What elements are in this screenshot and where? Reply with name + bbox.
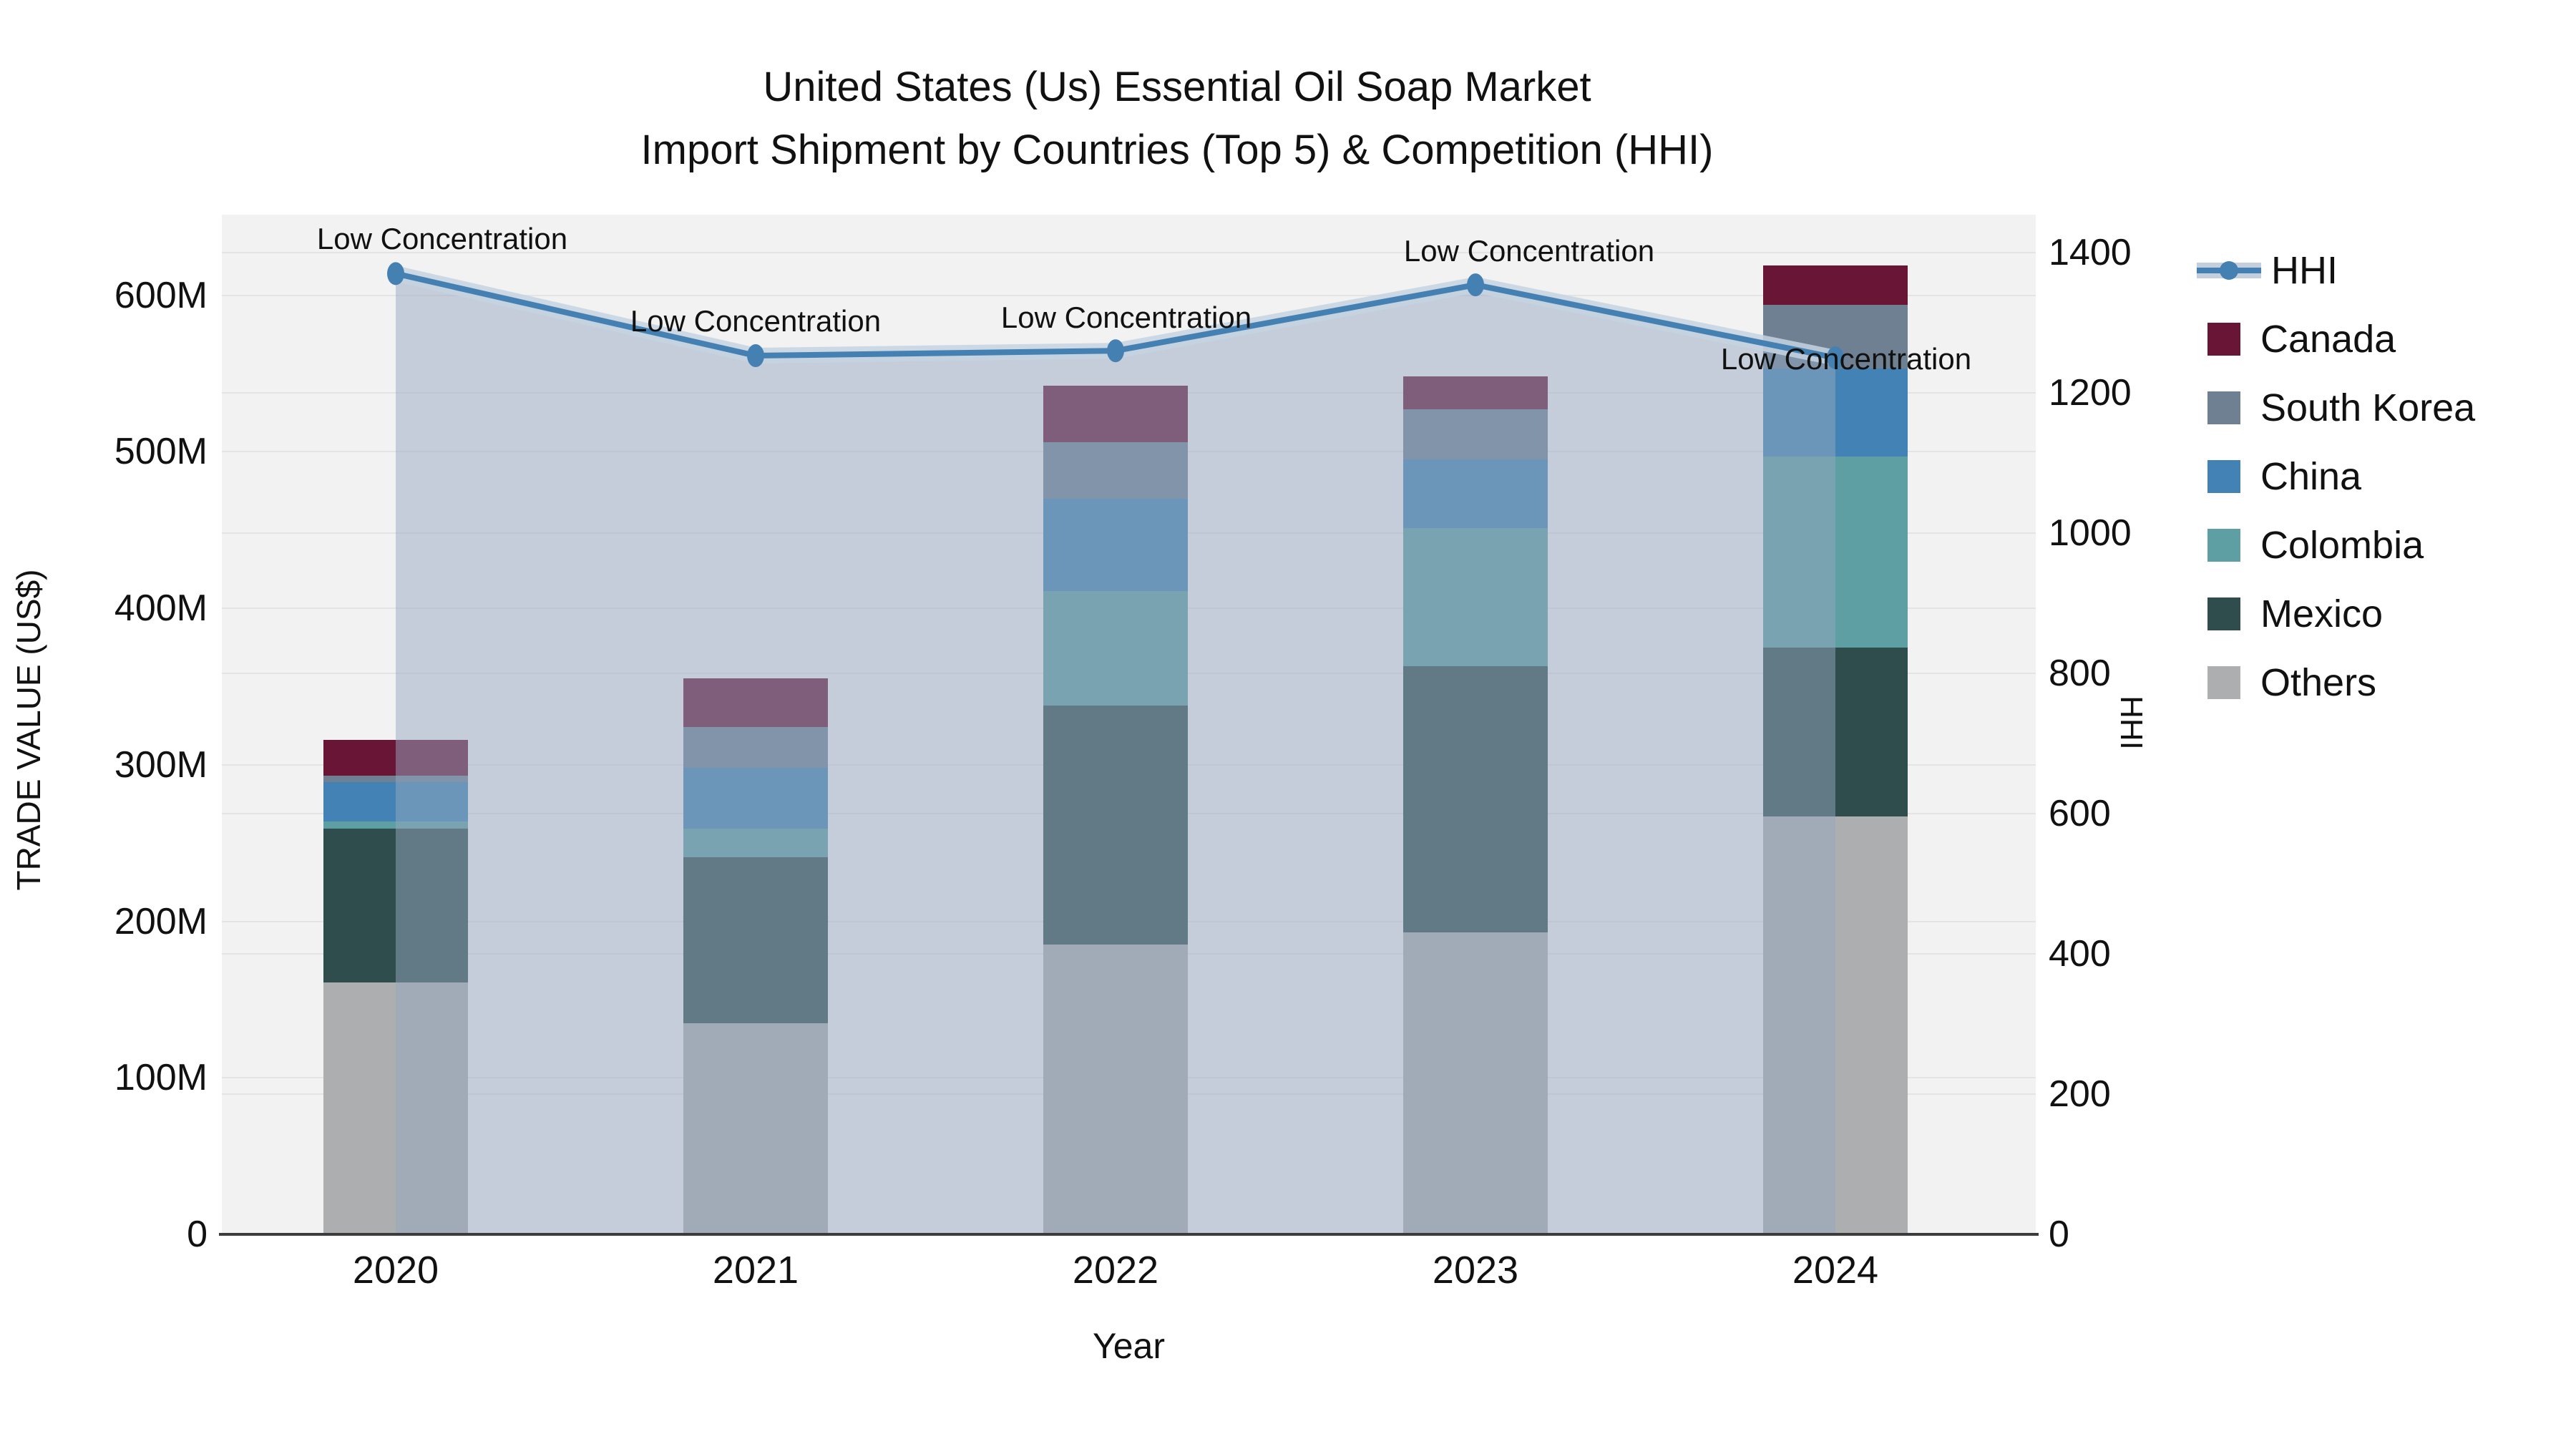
legend-item-canada: Canada xyxy=(2207,305,2572,374)
legend-swatch-colombia xyxy=(2207,529,2240,562)
legend-label: Canada xyxy=(2260,318,2396,361)
bar-segment-south-korea-2021 xyxy=(683,727,828,769)
bar-segment-others-2023 xyxy=(1403,932,1548,1234)
bar-segment-mexico-2024 xyxy=(1763,647,1908,816)
annotation-2022: Low Concentration xyxy=(1000,301,1252,335)
right-tick-800: 800 xyxy=(2049,653,2111,694)
bar-segment-others-2020 xyxy=(323,982,468,1234)
bar-segment-mexico-2022 xyxy=(1043,705,1188,945)
bar-segment-canada-2024 xyxy=(1763,265,1908,305)
left-axis-title: TRADE VALUE (US$) xyxy=(10,569,47,891)
bar-segment-south-korea-2020 xyxy=(323,776,468,782)
left-tick-100M: 100M xyxy=(114,1057,208,1099)
legend-item-china: China xyxy=(2207,442,2572,511)
legend-label: Mexico xyxy=(2260,592,2384,635)
legend-item-others: Others xyxy=(2207,648,2572,717)
annotation-2020: Low Concentration xyxy=(316,222,568,256)
bar-segment-canada-2023 xyxy=(1403,376,1548,410)
bar-segment-colombia-2020 xyxy=(323,821,468,829)
annotation-2024: Low Concentration xyxy=(1720,342,1972,376)
bar-segment-china-2022 xyxy=(1043,498,1188,591)
left-tick-200M: 200M xyxy=(114,900,208,942)
bar-segment-mexico-2021 xyxy=(683,857,828,1023)
legend-item-mexico: Mexico xyxy=(2207,580,2572,648)
legend-item-colombia: Colombia xyxy=(2207,511,2572,580)
right-tick-1200: 1200 xyxy=(2049,372,2132,414)
right-tick-1000: 1000 xyxy=(2049,512,2132,554)
x-axis-title: Year xyxy=(1092,1326,1166,1366)
bar-segment-china-2020 xyxy=(323,781,468,821)
legend-swatch-china xyxy=(2207,460,2240,493)
x-tick-2022: 2022 xyxy=(1072,1249,1159,1292)
chart-title-line1: United States (Us) Essential Oil Soap Ma… xyxy=(763,64,1591,110)
annotation-2023: Low Concentration xyxy=(1403,234,1655,268)
right-tick-1400: 1400 xyxy=(2049,232,2132,273)
x-axis-line xyxy=(219,1233,2039,1236)
left-tick-400M: 400M xyxy=(114,587,208,629)
right-tick-200: 200 xyxy=(2049,1073,2111,1115)
legend-label: Others xyxy=(2260,661,2377,704)
bar-segment-colombia-2023 xyxy=(1403,528,1548,666)
bar-segment-china-2021 xyxy=(683,768,828,829)
legend-swatch-others xyxy=(2207,666,2240,699)
bar-segment-colombia-2022 xyxy=(1043,590,1188,706)
x-tick-2021: 2021 xyxy=(712,1249,799,1292)
legend-label: HHI xyxy=(2271,249,2338,292)
chart-title: United States (Us) Essential Oil Soap Ma… xyxy=(222,56,2132,182)
right-tick-400: 400 xyxy=(2049,933,2111,975)
annotation-2021: Low Concentration xyxy=(630,304,882,338)
legend-swatch-mexico xyxy=(2207,597,2240,630)
bar-segment-mexico-2023 xyxy=(1403,665,1548,932)
gridline xyxy=(222,252,2036,253)
legend-label: China xyxy=(2260,455,2362,498)
x-tick-2024: 2024 xyxy=(1792,1249,1879,1292)
x-tick-2020: 2020 xyxy=(352,1249,439,1292)
right-tick-0: 0 xyxy=(2049,1214,2069,1255)
legend-item-south-korea: South Korea xyxy=(2207,374,2572,442)
bar-segment-others-2024 xyxy=(1763,816,1908,1234)
legend-item-hhi: HHI xyxy=(2197,236,2572,305)
bar-segment-colombia-2021 xyxy=(683,829,828,857)
bar-segment-south-korea-2022 xyxy=(1043,442,1188,499)
left-tick-0: 0 xyxy=(187,1214,208,1255)
bar-segment-mexico-2020 xyxy=(323,829,468,982)
legend-label: South Korea xyxy=(2260,386,2476,429)
bar-segment-china-2023 xyxy=(1403,459,1548,529)
bar-segment-colombia-2024 xyxy=(1763,456,1908,648)
right-axis-title: HHI xyxy=(2114,696,2149,750)
right-tick-600: 600 xyxy=(2049,793,2111,834)
left-tick-600M: 600M xyxy=(114,274,208,316)
legend-hhi-line-sample xyxy=(2197,261,2261,280)
legend-swatch-canada xyxy=(2207,323,2240,356)
bar-segment-china-2024 xyxy=(1763,369,1908,457)
x-tick-2023: 2023 xyxy=(1432,1249,1519,1292)
bar-segment-canada-2021 xyxy=(683,678,828,728)
bar-segment-others-2022 xyxy=(1043,945,1188,1234)
legend-label: Colombia xyxy=(2260,524,2424,567)
bar-segment-canada-2022 xyxy=(1043,386,1188,443)
left-axis-title-wrap: TRADE VALUE (US$) xyxy=(7,530,50,930)
legend-swatch-south-korea xyxy=(2207,391,2240,424)
bar-segment-canada-2020 xyxy=(323,739,468,776)
left-tick-300M: 300M xyxy=(114,743,208,786)
bar-segment-others-2021 xyxy=(683,1023,828,1234)
bar-segment-south-korea-2023 xyxy=(1403,409,1548,460)
chart-title-line2: Import Shipment by Countries (Top 5) & C… xyxy=(640,127,1714,173)
legend: HHI Canada South Korea China Colombia Mexico O… xyxy=(2197,236,2572,717)
left-tick-500M: 500M xyxy=(114,431,208,473)
